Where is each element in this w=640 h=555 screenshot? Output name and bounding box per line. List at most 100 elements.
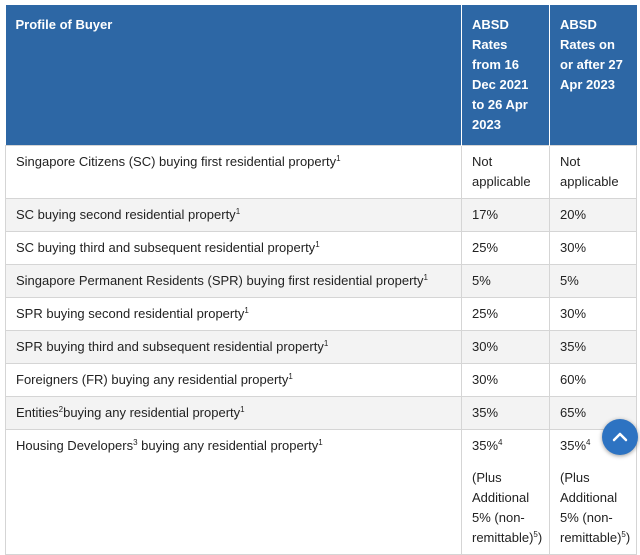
footnote-ref: 1 [336,154,341,163]
cell-paragraph: Foreigners (FR) buying any residential p… [16,370,451,390]
header-cell: Profile of Buyer [5,5,462,146]
table-row: SPR buying third and subsequent resident… [5,330,637,364]
cell-paragraph: Not applicable [472,152,539,192]
rate-cell: 30% [461,330,550,364]
footnote-ref: 4 [586,438,591,447]
footnote-ref: 1 [318,438,323,447]
cell-text: Foreigners (FR) buying any residential p… [16,372,289,387]
cell-paragraph: 60% [560,370,626,390]
buyer-profile-cell: Foreigners (FR) buying any residential p… [5,363,462,397]
buyer-profile-cell: Singapore Permanent Residents (SPR) buyi… [5,264,462,298]
cell-paragraph: 5% [560,271,626,291]
cell-text: 17% [472,207,499,222]
cell-text: 30% [560,240,587,255]
cell-paragraph: Housing Developers3 buying any residenti… [16,436,451,456]
header-cell: ABSD Rates from 16 Dec 2021 to 26 Apr 20… [461,5,550,146]
cell-text: SPR buying second residential property [16,306,245,321]
table-row: SPR buying second residential property1 2… [5,297,637,331]
cell-text: 30% [560,306,587,321]
cell-text: Singapore Citizens (SC) buying first res… [16,154,337,169]
buyer-profile-cell: Housing Developers3 buying any residenti… [5,429,462,555]
cell-text: 35% [472,405,499,420]
cell-text: SC buying third and subsequent residenti… [16,240,316,255]
cell-paragraph: 35%4 [560,436,626,456]
cell-paragraph: Singapore Citizens (SC) buying first res… [16,152,451,172]
table-row: Singapore Permanent Residents (SPR) buyi… [5,264,637,298]
absd-table: Profile of Buyer ABSD Rates from 16 Dec 2… [5,5,637,555]
cell-text: Entities [16,405,59,420]
cell-paragraph: 17% [472,205,539,225]
chevron-up-icon [612,432,628,442]
cell-paragraph: 30% [472,337,539,357]
cell-paragraph: 65% [560,403,626,423]
rate-cell: 30% [461,363,550,397]
cell-text: SC buying second residential property [16,207,236,222]
table-row: Foreigners (FR) buying any residential p… [5,363,637,397]
cell-text: 25% [472,306,499,321]
header-cell: ABSD Rates on or after 27 Apr 2023 [549,5,637,146]
rate-cell: Not applicable [549,145,637,199]
cell-paragraph: Entities2buying any residential property… [16,403,451,423]
buyer-profile-cell: SPR buying third and subsequent resident… [5,330,462,364]
rate-cell: 5% [549,264,637,298]
footnote-ref: 1 [423,273,428,282]
cell-paragraph: 35% [560,337,626,357]
footnote-ref: 1 [288,372,293,381]
buyer-profile-cell: Entities2buying any residential property… [5,396,462,430]
cell-text: 5% [560,273,579,288]
scroll-to-top-button[interactable] [602,419,638,455]
cell-text: buying any residential property [63,405,241,420]
cell-paragraph: SC buying second residential property1 [16,205,451,225]
footnote-ref: 2 [58,405,64,414]
cell-text: 25% [472,240,499,255]
cell-paragraph: Not applicable [560,152,626,192]
cell-paragraph: 35% [472,403,539,423]
cell-text: 35% [560,438,587,453]
page: Profile of Buyer ABSD Rates from 16 Dec 2… [5,5,638,555]
cell-paragraph: SPR buying second residential property1 [16,304,451,324]
rate-cell: 60% [549,363,637,397]
rate-cell: 25% [461,297,550,331]
cell-text: 35% [472,438,499,453]
cell-text: buying any residential property [137,438,319,453]
rate-cell: 20% [549,198,637,232]
buyer-profile-cell: SPR buying second residential property1 [5,297,462,331]
table-row: Housing Developers3 buying any residenti… [5,429,637,555]
rate-cell: 30% [549,231,637,265]
rate-cell: 25% [461,231,550,265]
rate-cell: 35% [461,396,550,430]
rate-cell: Not applicable [461,145,550,199]
cell-text: Housing Developers [16,438,134,453]
cell-paragraph: 25% [472,304,539,324]
cell-text: Not applicable [472,154,531,189]
table-row: SC buying third and subsequent residenti… [5,231,637,265]
cell-text: ) [625,530,631,545]
cell-paragraph: 5% [472,271,539,291]
cell-text: Singapore Permanent Residents (SPR) buyi… [16,273,424,288]
cell-text: 60% [560,372,587,387]
table-body: Singapore Citizens (SC) buying first res… [5,145,637,555]
header-row: Profile of Buyer ABSD Rates from 16 Dec 2… [5,5,637,146]
footnote-ref: 3 [133,438,138,447]
cell-text: 30% [472,339,499,354]
footnote-ref: 1 [323,339,329,348]
cell-paragraph: 30% [560,238,626,258]
cell-text: 35% [560,339,587,354]
rate-cell: 30% [549,297,637,331]
buyer-profile-cell: SC buying third and subsequent residenti… [5,231,462,265]
footnote-ref: 1 [244,306,249,315]
cell-text: (Plus Additional 5% (non-remittable) [560,470,622,545]
rate-cell: 35% [549,330,637,364]
cell-text: (Plus Additional 5% (non-remittable) [472,470,534,545]
footnote-ref: 4 [498,438,503,447]
cell-text: SPR buying third and subsequent resident… [16,339,324,354]
buyer-profile-cell: SC buying second residential property1 [5,198,462,232]
cell-text: 65% [560,405,587,420]
cell-paragraph: SC buying third and subsequent residenti… [16,238,451,258]
rate-cell: 5% [461,264,550,298]
cell-text: 5% [472,273,491,288]
cell-paragraph: 20% [560,205,626,225]
cell-text: 30% [472,372,499,387]
table-row: SC buying second residential property1 17… [5,198,637,232]
rate-cell: 35%4 (Plus Additional 5% (non-remittable)… [461,429,550,555]
